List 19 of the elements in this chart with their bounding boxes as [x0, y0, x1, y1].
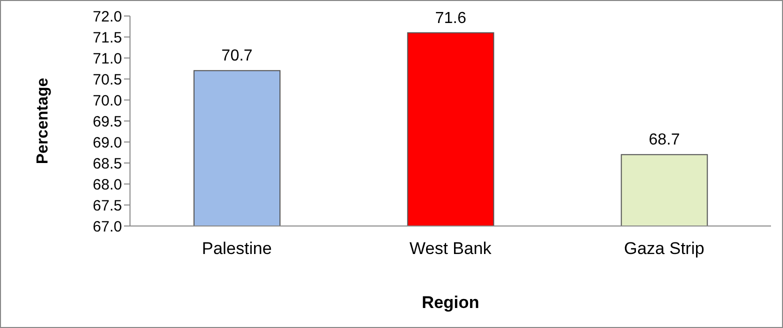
y-tick-label: 68.0 — [92, 176, 122, 194]
data-label: 71.6 — [435, 10, 466, 27]
y-tick-label: 67.5 — [92, 197, 122, 214]
y-tick-label: 71.0 — [92, 50, 122, 68]
x-axis-title: Region — [422, 293, 480, 312]
y-axis-title: Percentage — [34, 78, 52, 164]
y-tick-label: 70.0 — [92, 92, 122, 110]
y-tick-label: 71.5 — [92, 29, 122, 46]
y-tick-label: 67.0 — [92, 218, 122, 236]
y-tick-label: 68.5 — [92, 155, 122, 172]
y-tick-label: 72.0 — [92, 8, 122, 26]
x-tick-label: Palestine — [202, 239, 272, 258]
x-tick-label: Gaza Strip — [624, 239, 704, 258]
x-tick-label: West Bank — [410, 239, 492, 258]
data-label: 70.7 — [221, 48, 253, 65]
y-tick-label: 69.5 — [92, 113, 122, 130]
y-tick-label: 70.5 — [92, 71, 122, 88]
data-label: 68.7 — [648, 132, 680, 149]
y-tick-label: 69.0 — [92, 134, 122, 152]
